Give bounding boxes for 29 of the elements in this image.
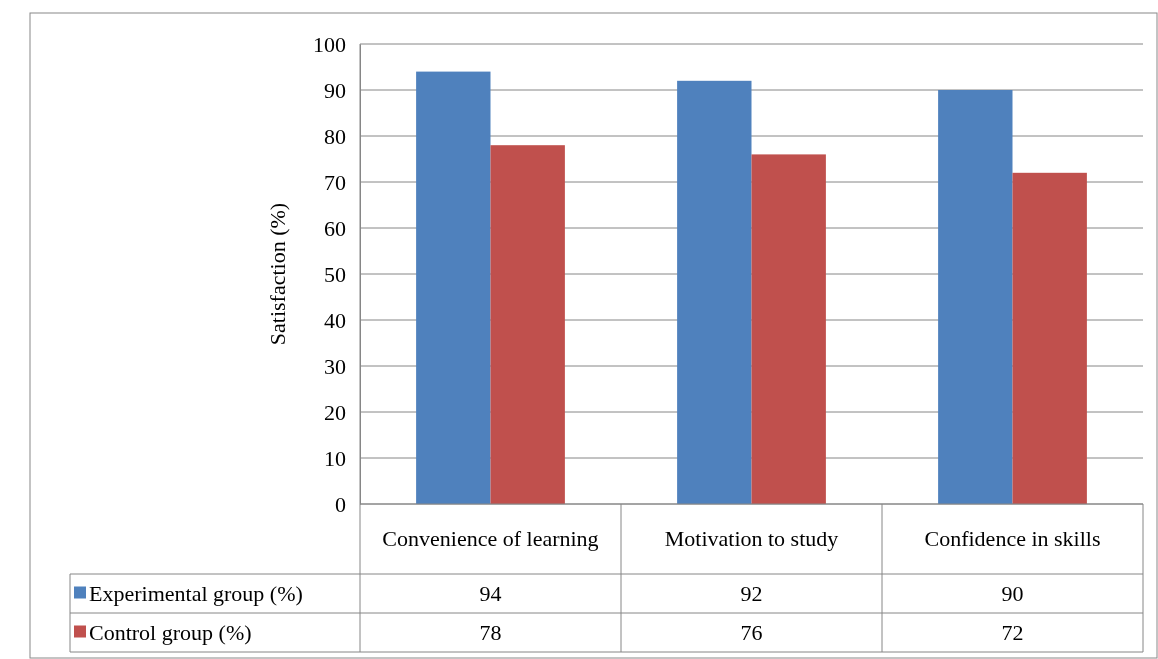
data-label: 72 [1001, 619, 1024, 645]
bar [416, 71, 491, 504]
y-tick-label: 100 [313, 31, 346, 57]
bar [677, 80, 752, 504]
y-tick-label: 80 [324, 123, 346, 149]
legend-label: Control group (%) [89, 619, 252, 645]
bar [751, 154, 826, 504]
legend-label: Experimental group (%) [89, 580, 303, 606]
x-tick-label: Confidence in skills [924, 526, 1101, 551]
y-tick-label: 40 [324, 307, 346, 333]
y-tick-label: 30 [324, 353, 346, 379]
x-tick-label: Convenience of learning [382, 526, 599, 551]
y-tick-label: 20 [324, 399, 346, 425]
y-tick-label: 50 [324, 261, 346, 287]
y-tick-label: 0 [335, 491, 346, 517]
bar [1012, 172, 1087, 504]
y-tick-label: 60 [324, 215, 346, 241]
y-axis-title: Satisfaction (%) [265, 202, 290, 346]
data-label: 76 [740, 619, 763, 645]
bar [490, 145, 565, 504]
data-label: 92 [740, 580, 763, 606]
bar [938, 90, 1013, 504]
x-tick-label: Motivation to study [664, 526, 839, 551]
data-label: 90 [1001, 580, 1024, 606]
y-tick-label: 10 [324, 445, 346, 471]
data-label: 78 [479, 619, 502, 645]
y-tick-label: 90 [324, 77, 346, 103]
y-tick-label: 70 [324, 169, 346, 195]
data-label: 94 [479, 580, 502, 606]
